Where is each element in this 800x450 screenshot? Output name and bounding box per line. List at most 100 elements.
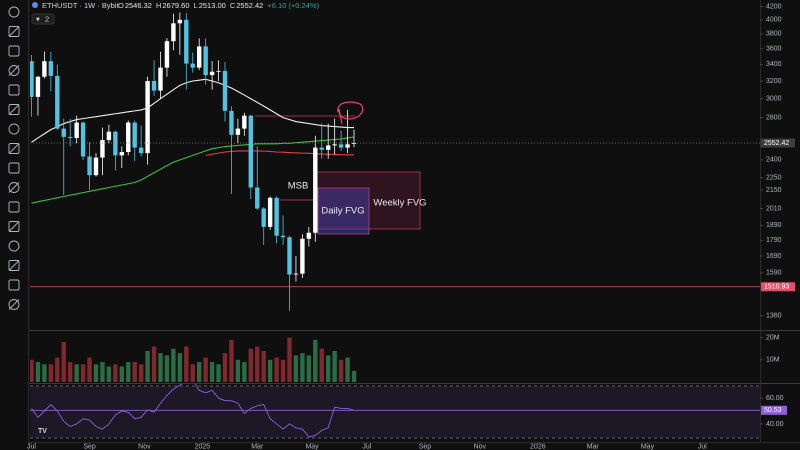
volume-bar <box>42 364 47 382</box>
volume-bar <box>177 353 183 382</box>
candle-body <box>190 63 195 68</box>
candle-body <box>326 145 331 150</box>
candle-body <box>235 128 241 135</box>
volume-tick-label: 10M <box>766 357 780 364</box>
volume-bar <box>61 342 66 382</box>
volume-bar <box>222 353 228 382</box>
icon-shape <box>8 240 20 252</box>
moving-average <box>31 136 355 204</box>
time-tick-label: Jul <box>27 443 36 450</box>
price-tick-label: 2250 <box>766 174 782 181</box>
volume-bar <box>100 362 105 382</box>
volume-bar <box>313 339 318 382</box>
icon-stroke <box>8 104 20 115</box>
price-tick-label: 1790 <box>766 237 782 244</box>
toolbar-icon[interactable] <box>8 123 20 135</box>
volume-bar <box>248 348 253 382</box>
price-tick-label: 2010 <box>766 205 782 212</box>
candle-body <box>119 152 124 156</box>
volume-bar <box>48 364 54 382</box>
price-tick-label: 4200 <box>766 3 782 10</box>
price-level-tag <box>761 282 795 292</box>
volume-bar <box>190 364 195 382</box>
candle-body <box>138 147 144 154</box>
candle-body <box>197 46 202 68</box>
volume-bar <box>293 355 299 382</box>
volume-bar <box>106 366 112 382</box>
candle-body <box>222 70 228 111</box>
toolbar-icon[interactable] <box>8 260 20 271</box>
icon-shape <box>8 182 20 193</box>
price-tick-label: 3200 <box>766 78 782 85</box>
symbol-icon <box>32 2 38 8</box>
volume-bar <box>80 364 86 382</box>
volume-bar <box>164 355 170 382</box>
toolbar-icon[interactable] <box>8 201 20 213</box>
price-level-label: 1510.93 <box>764 284 789 291</box>
candle-body <box>242 115 247 129</box>
time-tick-label: Mar <box>587 443 600 450</box>
volume-bar <box>235 359 241 382</box>
volume-bar <box>171 348 176 382</box>
icon-shape <box>8 104 20 115</box>
candle-body <box>319 147 324 150</box>
candle-body <box>113 131 118 156</box>
toolbar-icon[interactable] <box>8 6 20 18</box>
volume-bar <box>145 350 150 382</box>
rsi-tick-label: 60.00 <box>766 395 784 402</box>
drawing-labels: MSB Daily FVG Weekly FVG <box>288 101 427 217</box>
candle-body <box>280 235 286 238</box>
ohlc-value: 2513.00 <box>199 1 226 10</box>
price-tick-label: 3400 <box>766 61 782 68</box>
price-tick-label: 2800 <box>766 114 782 121</box>
candle-body <box>255 187 260 209</box>
volume-bar <box>74 364 79 382</box>
volume-bar <box>55 357 60 382</box>
candle-body <box>229 110 234 135</box>
price-tick-label: 1690 <box>766 253 782 260</box>
daily-fvg-box <box>317 187 370 235</box>
toolbar-icon[interactable] <box>8 45 20 57</box>
volume-bar <box>151 346 157 382</box>
toolbar-icon[interactable] <box>8 65 20 76</box>
candle-body <box>345 144 350 148</box>
toolbar-icon[interactable] <box>8 299 20 310</box>
candle-body <box>30 61 34 97</box>
volume-bar <box>332 350 337 382</box>
toolbar-icon[interactable] <box>8 143 20 154</box>
toolbar-icon[interactable] <box>8 162 20 174</box>
volume-tick-label: 20M <box>766 334 780 341</box>
volume-bar <box>242 362 247 382</box>
candle-body <box>171 23 176 42</box>
price-tick-label: 1360 <box>766 312 782 319</box>
time-tick-label: Sep <box>83 443 96 450</box>
volume-bar <box>138 364 144 382</box>
volume-bar <box>255 346 260 382</box>
icon-stroke <box>8 221 20 232</box>
candle-body <box>267 197 273 227</box>
toggle-arrow: ▾ <box>36 14 40 23</box>
candle-body <box>216 70 221 72</box>
toolbar-icon[interactable] <box>8 279 20 291</box>
candle-body <box>80 122 86 157</box>
time-tick-label: Jul <box>362 443 371 450</box>
toolbar-icon[interactable] <box>8 221 20 232</box>
candle-body <box>293 273 299 275</box>
volume-bar <box>338 359 344 382</box>
rsi-tick-label: 40.00 <box>766 421 784 428</box>
candle-body <box>55 75 60 129</box>
toolbar-icon[interactable] <box>8 104 20 115</box>
candle-body <box>93 157 99 176</box>
toolbar-icon[interactable] <box>8 84 20 96</box>
toolbar-icon[interactable] <box>8 182 20 193</box>
time-tick-label: May <box>641 443 655 450</box>
toolbar-icon[interactable] <box>8 26 20 37</box>
candle-body <box>164 41 170 68</box>
rsi-last-tag <box>761 405 787 415</box>
volume-bar <box>209 362 215 382</box>
candle-body <box>42 61 47 77</box>
indicator-toggle[interactable] <box>31 13 55 25</box>
toolbar-icon[interactable] <box>8 240 20 252</box>
volume-bar <box>287 337 292 382</box>
volume-bar <box>158 353 163 382</box>
